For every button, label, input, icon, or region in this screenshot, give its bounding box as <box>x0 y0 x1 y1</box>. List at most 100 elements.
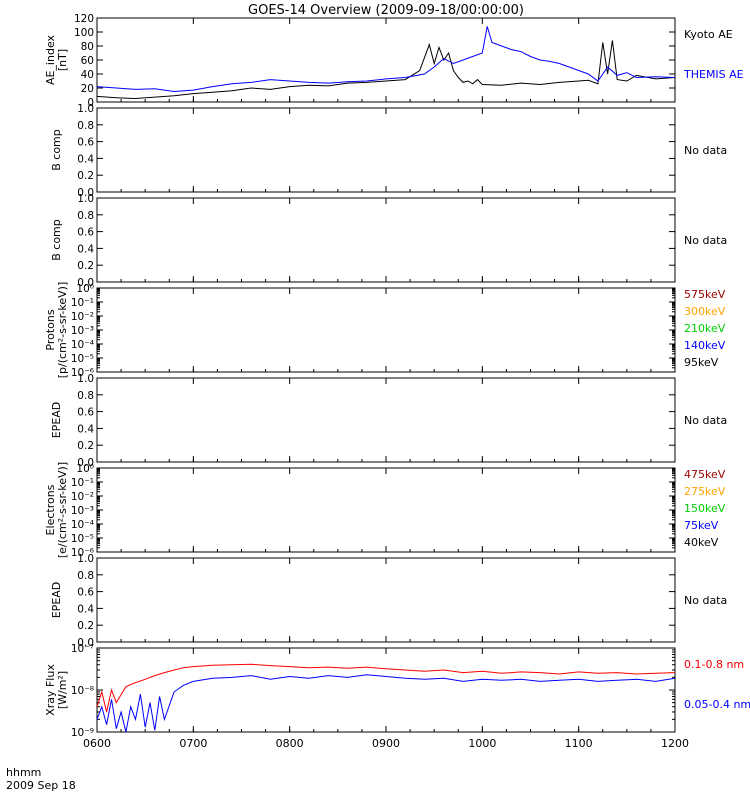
electrons-frame <box>96 467 676 553</box>
ae-index-legend-2: THEMIS AE <box>683 68 744 81</box>
ae-index-ylabel: AE_index <box>44 34 57 85</box>
b-comp-1-ytick-label: 0.6 <box>77 137 94 149</box>
b-comp-1-ytick-label: 0.0 <box>77 187 94 199</box>
xray-flux-legend-2: 0.05-0.4 nm <box>684 698 750 711</box>
epead-1-ytick-label: 0.0 <box>77 457 94 469</box>
xray-flux-series-2 <box>96 674 676 733</box>
electrons-legend-2: 275keV <box>684 485 726 498</box>
epead-2-ytick-label: 0.4 <box>77 603 94 615</box>
epead-2-ytick-label: 0.6 <box>77 587 94 599</box>
ae-index-frame <box>96 17 676 103</box>
ae-index-series-1 <box>96 40 676 100</box>
protons-legend-3: 210keV <box>684 322 726 335</box>
protons-legend-4: 140keV <box>684 339 726 352</box>
electrons-ytick-label: 10⁻⁵ <box>71 533 94 545</box>
protons-ylabel: Protons <box>44 309 57 350</box>
xray-flux-series-1 <box>96 663 676 713</box>
ae-index-series-2 <box>96 26 676 93</box>
protons-ytick-label: 10⁻³ <box>71 325 94 337</box>
ae-index-ytick-label: 20 <box>81 83 94 95</box>
epead-1-ytick-label: 1.0 <box>77 373 94 385</box>
b-comp-1-ytick-label: 0.4 <box>77 153 94 165</box>
protons-ytick-label: 10⁻⁵ <box>71 353 94 365</box>
protons-legend-2: 300keV <box>684 305 726 318</box>
footer-label-date: 2009 Sep 18 <box>6 779 76 792</box>
ae-index-ytick-label: 120 <box>74 13 94 25</box>
ae-index-ytick-label: 80 <box>81 41 94 53</box>
b-comp-2-ytick-label: 1.0 <box>77 193 94 205</box>
b-comp-2-note: No data <box>684 234 727 247</box>
figure-title: GOES-14 Overview (2009-09-18/00:00:00) <box>248 3 524 18</box>
epead-2-ytick-label: 1.0 <box>77 553 94 565</box>
b-comp-1-note: No data <box>684 144 727 157</box>
epead-2-ytick-label: 0.0 <box>77 637 94 649</box>
b-comp-2-ytick-label: 0.8 <box>77 210 94 222</box>
b-comp-2-ylabel: B comp <box>50 219 63 261</box>
x-tick-label: 0800 <box>276 737 304 750</box>
epead-2-frame <box>96 557 676 643</box>
x-tick-label: 0600 <box>83 737 111 750</box>
electrons-ytick-label: 10⁰ <box>76 463 94 475</box>
xray-flux-ylabel: Xray Flux <box>44 664 57 716</box>
protons-ytick-label: 10⁰ <box>76 283 94 295</box>
b-comp-1-ytick-label: 1.0 <box>77 103 94 115</box>
electrons-legend-4: 75keV <box>684 519 719 532</box>
epead-1-note: No data <box>684 414 727 427</box>
electrons-ytick-label: 10⁻² <box>71 491 94 503</box>
x-tick-label: 1100 <box>565 737 593 750</box>
b-comp-2-ytick-label: 0.2 <box>77 260 94 272</box>
ae-index-legend-1: Kyoto AE <box>684 28 733 41</box>
b-comp-2-frame <box>96 197 676 283</box>
electrons-ytick-label: 10⁻⁶ <box>71 547 94 559</box>
protons-ytick-label: 10⁻¹ <box>71 297 94 309</box>
epead-1-frame <box>96 377 676 463</box>
x-tick-label: 0700 <box>179 737 207 750</box>
b-comp-1-ylabel: B comp <box>50 129 63 171</box>
x-tick-label: 0900 <box>372 737 400 750</box>
epead-1-ylabel: EPEAD <box>50 402 63 439</box>
electrons-ytick-label: 10⁻³ <box>71 505 94 517</box>
xray-flux-ytick-label: 10⁻⁷ <box>71 643 94 655</box>
b-comp-2-ytick-label: 0.4 <box>77 243 94 255</box>
b-comp-1-ytick-label: 0.8 <box>77 120 94 132</box>
epead-2-note: No data <box>684 594 727 607</box>
electrons-ylabel: Electrons <box>44 484 57 535</box>
b-comp-2-ytick-label: 0.0 <box>77 277 94 289</box>
b-comp-2-ytick-label: 0.6 <box>77 227 94 239</box>
ae-index-ytick-label: 0 <box>87 97 94 109</box>
electrons-legend-3: 150keV <box>684 502 726 515</box>
xray-flux-ytick-label: 10⁻⁸ <box>71 685 94 697</box>
epead-1-ytick-label: 0.6 <box>77 407 94 419</box>
b-comp-1-frame <box>96 107 676 193</box>
xray-flux-ylabel: [W/m²] <box>56 671 69 709</box>
protons-legend-1: 575keV <box>684 288 726 301</box>
epead-2-ylabel: EPEAD <box>50 582 63 619</box>
xray-flux-legend-1: 0.1-0.8 nm <box>684 658 744 671</box>
protons-legend-5: 95keV <box>684 356 719 369</box>
ae-index-ytick-label: 60 <box>81 55 94 67</box>
electrons-legend-1: 475keV <box>684 468 726 481</box>
electrons-ytick-label: 10⁻¹ <box>71 477 94 489</box>
x-tick-label: 1000 <box>468 737 496 750</box>
epead-2-ytick-label: 0.2 <box>77 620 94 632</box>
protons-ylabel: [p/(cm²-s-sr-keV)] <box>56 282 69 379</box>
xray-flux-frame <box>96 647 676 733</box>
ae-index-ylabel: [nT] <box>56 49 69 71</box>
ae-index-ytick-label: 100 <box>74 27 94 39</box>
electrons-ylabel: [e/(cm²-s-sr-keV)] <box>56 462 69 558</box>
epead-1-ytick-label: 0.2 <box>77 440 94 452</box>
protons-frame <box>96 287 676 373</box>
x-tick-label: 1200 <box>661 737 689 750</box>
epead-2-ytick-label: 0.8 <box>77 570 94 582</box>
protons-ytick-label: 10⁻⁶ <box>71 367 94 379</box>
protons-ytick-label: 10⁻⁴ <box>71 339 94 351</box>
electrons-legend-5: 40keV <box>684 536 719 549</box>
electrons-ytick-label: 10⁻⁴ <box>71 519 94 531</box>
epead-1-ytick-label: 0.4 <box>77 423 94 435</box>
epead-1-ytick-label: 0.8 <box>77 390 94 402</box>
footer-label-hhmm: hhmm <box>6 766 41 779</box>
ae-index-ytick-label: 40 <box>81 69 94 81</box>
protons-ytick-label: 10⁻² <box>71 311 94 323</box>
